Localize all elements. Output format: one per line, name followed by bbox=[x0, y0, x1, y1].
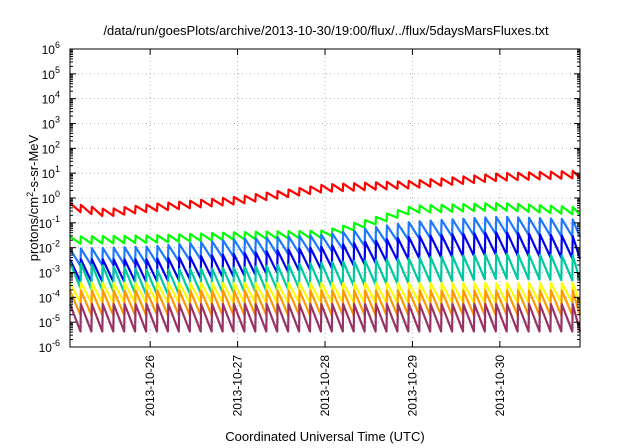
y-tick-label: 104 bbox=[42, 90, 60, 107]
y-tick-label: 103 bbox=[42, 115, 60, 132]
x-axis-label: Coordinated Universal Time (UTC) bbox=[225, 429, 424, 444]
y-axis-label-main: protons/cm bbox=[26, 197, 41, 261]
series-line bbox=[68, 289, 582, 317]
y-tick-base: 10 bbox=[42, 142, 56, 156]
y-tick-exponent: -6 bbox=[52, 338, 60, 348]
y-tick-label: 102 bbox=[42, 139, 60, 156]
x-tick-label: 2013-10-28 bbox=[318, 355, 332, 417]
x-tick-label: 2013-10-26 bbox=[143, 355, 157, 417]
y-tick-base: 10 bbox=[39, 341, 53, 355]
y-tick-base: 10 bbox=[42, 43, 56, 57]
y-tick-label: 106 bbox=[42, 40, 60, 57]
y-tick-label: 10-1 bbox=[39, 214, 60, 231]
y-tick-base: 10 bbox=[39, 242, 53, 256]
y-tick-base: 10 bbox=[39, 217, 53, 231]
y-tick-label: 10-6 bbox=[39, 338, 60, 355]
y-tick-base: 10 bbox=[39, 267, 53, 281]
y-tick-exponent: 5 bbox=[55, 65, 60, 75]
y-tick-label: 101 bbox=[42, 164, 60, 181]
y-tick-exponent: -5 bbox=[52, 313, 60, 323]
y-axis-label: protons/cm2-s-sr-MeV bbox=[25, 134, 41, 261]
y-tick-base: 10 bbox=[42, 68, 56, 82]
series-line bbox=[68, 303, 582, 333]
y-tick-exponent: 6 bbox=[55, 40, 60, 50]
chart-title: /data/run/goesPlots/archive/2013-10-30/1… bbox=[103, 23, 549, 38]
y-tick-base: 10 bbox=[42, 118, 56, 132]
axis-ticks: 10-610-510-410-310-210-11001011021031041… bbox=[39, 40, 580, 416]
y-tick-exponent: 1 bbox=[55, 164, 60, 174]
y-tick-exponent: -2 bbox=[52, 239, 60, 249]
y-tick-base: 10 bbox=[42, 167, 56, 181]
y-tick-base: 10 bbox=[42, 93, 56, 107]
y-tick-label: 105 bbox=[42, 65, 60, 82]
y-tick-exponent: -4 bbox=[52, 288, 60, 298]
y-axis-label-rest: -s-sr-MeV bbox=[26, 134, 41, 191]
y-tick-base: 10 bbox=[42, 192, 56, 206]
y-tick-base: 10 bbox=[39, 316, 53, 330]
series-line bbox=[69, 169, 581, 218]
series-line bbox=[69, 201, 581, 245]
y-tick-exponent: 0 bbox=[55, 189, 60, 199]
series-lines bbox=[68, 169, 582, 333]
y-tick-label: 10-5 bbox=[39, 313, 60, 330]
series-line bbox=[69, 215, 582, 267]
y-tick-exponent: 2 bbox=[55, 139, 60, 149]
y-tick-label: 10-4 bbox=[39, 288, 60, 305]
y-tick-exponent: -1 bbox=[52, 214, 60, 224]
x-tick-label: 2013-10-30 bbox=[493, 355, 507, 417]
y-tick-base: 10 bbox=[39, 291, 53, 305]
y-tick-label: 100 bbox=[42, 189, 60, 206]
y-tick-label: 10-3 bbox=[39, 264, 60, 281]
y-tick-exponent: 3 bbox=[55, 115, 60, 125]
x-tick-label: 2013-10-29 bbox=[405, 355, 419, 417]
y-tick-exponent: -3 bbox=[52, 264, 60, 274]
y-tick-label: 10-2 bbox=[39, 239, 60, 256]
y-tick-exponent: 4 bbox=[55, 90, 60, 100]
y-axis-label-sup: 2 bbox=[25, 192, 35, 197]
x-tick-label: 2013-10-27 bbox=[231, 355, 245, 417]
